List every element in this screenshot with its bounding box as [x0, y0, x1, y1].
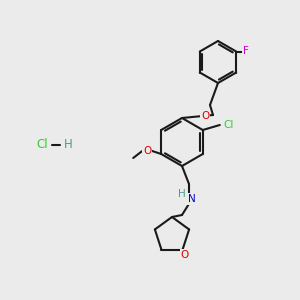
Text: H: H	[64, 139, 72, 152]
Text: O: O	[201, 111, 209, 121]
Text: Cl: Cl	[224, 120, 234, 130]
Text: H: H	[178, 189, 186, 199]
Text: O: O	[143, 146, 151, 156]
Text: O: O	[181, 250, 189, 260]
Text: N: N	[188, 194, 196, 204]
Text: Cl: Cl	[36, 139, 48, 152]
Text: F: F	[243, 46, 249, 56]
